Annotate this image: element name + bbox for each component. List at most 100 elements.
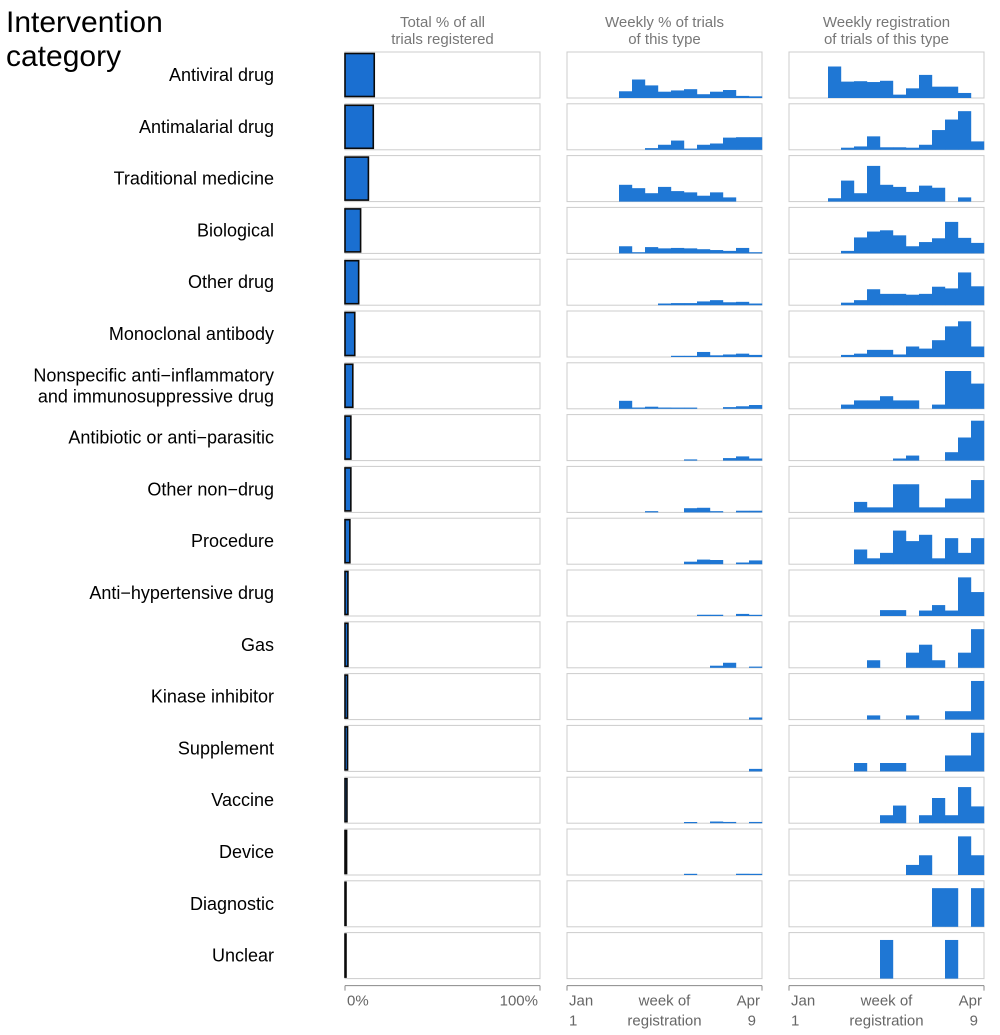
weekly-pct-bar [710, 91, 724, 98]
panel-frame [788, 828, 985, 876]
axis-label: registration [627, 1013, 701, 1030]
weekly-reg-bar [945, 888, 959, 927]
weekly-reg-bar [906, 88, 920, 98]
panel-frame [344, 465, 541, 513]
weekly-reg-bar [906, 400, 920, 409]
total-pct-bar [344, 674, 349, 719]
total-pct-bar [344, 52, 376, 98]
tick-label: 9 [970, 1013, 978, 1030]
category-label: Biological [197, 220, 274, 240]
panel-frame [566, 517, 763, 565]
weekly-reg-bar [841, 81, 855, 98]
weekly-reg-bar [867, 715, 881, 720]
weekly-reg-bar [906, 246, 920, 254]
weekly-reg-bar [971, 480, 985, 513]
category-label: Kinase inhibitor [151, 687, 274, 707]
weekly-reg-bar [867, 660, 881, 668]
weekly-reg-bar [906, 715, 920, 720]
category-label: Antimalarial drug [139, 117, 274, 137]
weekly-reg-bar [919, 855, 933, 875]
panel-title-total: Total % of all trials registered [345, 14, 540, 48]
weekly-pct-bar [723, 354, 737, 357]
weekly-reg-bar [932, 660, 946, 668]
weekly-reg-bar [880, 293, 894, 306]
weekly-pct-bar [749, 666, 763, 668]
weekly-pct-bar [697, 614, 711, 616]
category-label: Gas [241, 635, 274, 655]
panel-frame [344, 776, 541, 824]
category-label: Anti−hypertensive drug [89, 583, 274, 603]
weekly-reg-bar [945, 371, 959, 409]
weekly-reg-bar [893, 530, 907, 565]
weekly-pct-bar [736, 301, 750, 306]
weekly-reg-bar [932, 187, 946, 202]
panel-frame [344, 724, 541, 772]
tick-label: Jan [791, 993, 815, 1010]
weekly-reg-bar [854, 81, 868, 98]
category-label: Traditional medicine [114, 169, 274, 189]
weekly-reg-bar [971, 888, 985, 927]
weekly-reg-bar [919, 293, 933, 306]
weekly-reg-bar [958, 321, 972, 357]
weekly-reg-bar [971, 538, 985, 565]
weekly-pct-bar [736, 353, 750, 357]
panel-frame [344, 206, 541, 254]
weekly-pct-bar [710, 143, 724, 150]
weekly-pct-bar [749, 458, 763, 461]
weekly-pct-bar [697, 249, 711, 254]
tick-label: Apr [959, 993, 982, 1010]
panel-frame [344, 828, 541, 876]
weekly-pct-bar [736, 510, 750, 513]
weekly-reg-bar [971, 680, 985, 720]
weekly-pct-bar [710, 250, 724, 254]
weekly-reg-bar [867, 349, 881, 357]
weekly-pct-bar [658, 144, 672, 150]
total-pct-bar [344, 415, 352, 460]
weekly-reg-bar [841, 250, 855, 254]
weekly-reg-bar [906, 346, 920, 357]
weekly-reg-bar [906, 147, 920, 150]
weekly-reg-bar [932, 404, 946, 409]
weekly-reg-bar [971, 346, 985, 357]
panel-title-weekly-pct-line2: of this type [628, 31, 701, 48]
weekly-reg-bar [945, 288, 959, 306]
weekly-pct-bar [619, 91, 633, 98]
weekly-pct-bar [736, 456, 750, 461]
panel-frame [566, 362, 763, 410]
weekly-pct-bar [736, 873, 750, 875]
weekly-reg-bar [841, 404, 855, 409]
tick-label: 1 [791, 1013, 799, 1030]
weekly-pct-bar [736, 137, 750, 150]
weekly-reg-bar [854, 146, 868, 150]
weekly-pct-bar [684, 355, 698, 357]
category-label: Unclear [212, 946, 274, 966]
weekly-pct-bar [697, 301, 711, 306]
weekly-pct-bar [671, 303, 685, 306]
total-pct-bar [344, 467, 352, 512]
weekly-pct-bar [684, 873, 698, 875]
weekly-pct-bar [749, 821, 763, 824]
weekly-pct-bar [723, 821, 737, 824]
weekly-reg-bar [893, 354, 907, 357]
panel-frame [344, 103, 541, 151]
weekly-pct-bar [697, 94, 711, 98]
weekly-reg-bar [945, 711, 959, 720]
weekly-pct-bar [684, 192, 698, 202]
weekly-reg-bar [841, 302, 855, 306]
panel-frame [566, 569, 763, 617]
weekly-reg-bar [932, 130, 946, 150]
weekly-reg-bar [932, 558, 946, 565]
weekly-pct-bar [723, 250, 737, 254]
weekly-reg-bar [958, 111, 972, 150]
total-pct-bar [344, 777, 348, 823]
weekly-pct-bar [671, 90, 685, 98]
weekly-reg-bar [958, 711, 972, 720]
panel-frame [788, 569, 985, 617]
total-pct-bar [344, 104, 375, 150]
weekly-pct-bar [749, 717, 763, 720]
panel-frame [566, 880, 763, 928]
weekly-pct-bar [710, 300, 724, 306]
panel-title-weekly-pct: Weekly % of trials of this type [567, 14, 762, 48]
weekly-pct-bar [658, 248, 672, 254]
weekly-reg-bar [971, 242, 985, 254]
